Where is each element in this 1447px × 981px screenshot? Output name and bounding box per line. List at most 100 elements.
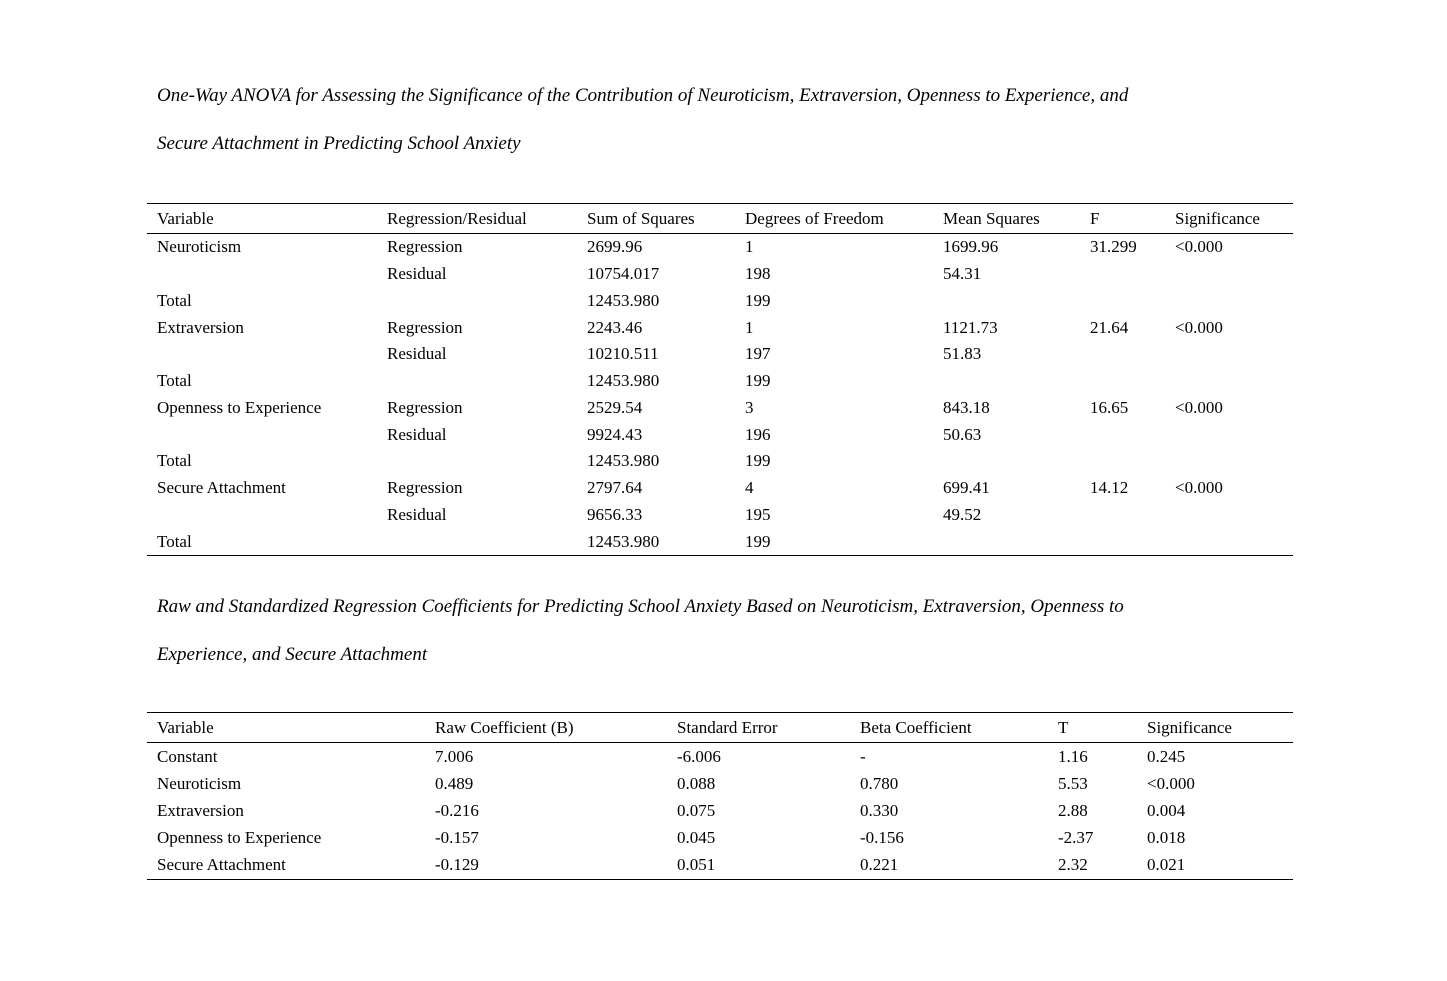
coefficients-table-title-line-2: Experience, and Secure Attachment xyxy=(157,644,428,665)
table-cell: 0.045 xyxy=(677,828,716,848)
table-row: Residual 9656.33 195 49.52 xyxy=(147,502,1293,529)
table-cell xyxy=(147,421,377,448)
table-cell xyxy=(1080,261,1165,288)
table-row: Extraversion Regression 2243.46 1 1121.73 21.… xyxy=(147,314,1293,341)
table-cell: 0.330 xyxy=(860,800,899,820)
table-cell: 199 xyxy=(745,531,771,551)
table-cell: -0.129 xyxy=(435,855,479,875)
table-cell: -0.156 xyxy=(860,828,904,848)
table-cell xyxy=(933,288,1080,315)
table-cell xyxy=(1165,368,1293,395)
table-row: Total 12453.980 199 xyxy=(147,368,1293,395)
table-row: Secure Attachment Regression 2797.64 4 699.4… xyxy=(147,475,1293,502)
table-cell xyxy=(1165,448,1293,475)
table-cell xyxy=(1080,528,1165,555)
table-cell: Residual xyxy=(387,504,447,524)
table-cell: 197 xyxy=(745,344,771,364)
table-cell xyxy=(147,261,377,288)
table-row: Extraversion -0.216 0.075 0.330 2.88 0.004 xyxy=(147,797,1293,824)
table-cell: 21.64 xyxy=(1090,317,1129,337)
table-cell: 1699.96 xyxy=(943,237,999,257)
table-cell: Residual xyxy=(387,264,447,284)
anova-table: Variable Regression/Residual Sum of Square… xyxy=(147,203,1293,556)
table-cell xyxy=(377,368,577,395)
table-row: Total 12453.980 199 xyxy=(147,288,1293,315)
table-cell: 9924.43 xyxy=(587,424,643,444)
table-cell: 7.006 xyxy=(435,746,474,766)
table-row: Residual 10754.017 198 54.31 xyxy=(147,261,1293,288)
table-cell: Extraversion xyxy=(157,317,244,337)
table-cell: <0.000 xyxy=(1175,237,1223,257)
table-cell: 2529.54 xyxy=(587,397,643,417)
column-header: Sum of Squares xyxy=(587,208,695,228)
table-cell xyxy=(933,368,1080,395)
table-cell xyxy=(1080,502,1165,529)
table-cell: Regression xyxy=(387,478,463,498)
table-cell: -0.157 xyxy=(435,828,479,848)
column-header: Variable xyxy=(157,717,214,737)
table-row: Openness to Experience -0.157 0.045 -0.156 -… xyxy=(147,825,1293,852)
column-header: Significance xyxy=(1175,208,1260,228)
table-cell: - xyxy=(860,746,866,766)
table-cell: 0.489 xyxy=(435,773,474,793)
table-row: Secure Attachment -0.129 0.051 0.221 2.32 0.0… xyxy=(147,852,1293,880)
table-cell: Constant xyxy=(157,746,218,766)
table-cell: -0.216 xyxy=(435,800,479,820)
table-cell: 0.245 xyxy=(1147,746,1186,766)
table-row: Neuroticism 0.489 0.088 0.780 5.53 <0.000 xyxy=(147,770,1293,797)
table-cell xyxy=(1080,421,1165,448)
column-header: Variable xyxy=(157,208,214,228)
table-cell: Total xyxy=(157,371,192,391)
table-cell xyxy=(147,341,377,368)
table-cell: 2797.64 xyxy=(587,478,643,498)
table-row: Openness to Experience Regression 2529.54 3… xyxy=(147,395,1293,422)
table-cell: 14.12 xyxy=(1090,478,1129,498)
table-cell: 10754.017 xyxy=(587,264,660,284)
table-cell xyxy=(377,528,577,555)
table-cell: 0.088 xyxy=(677,773,716,793)
table-cell: 1 xyxy=(745,317,754,337)
table-cell: 2.32 xyxy=(1058,855,1088,875)
table-cell: Neuroticism xyxy=(157,237,242,257)
table-cell: <0.000 xyxy=(1147,773,1195,793)
column-header: Degrees of Freedom xyxy=(745,208,884,228)
table-cell xyxy=(1080,341,1165,368)
table-cell: Residual xyxy=(387,424,447,444)
table-cell: 5.53 xyxy=(1058,773,1088,793)
anova-table-title: One-Way ANOVA for Assessing the Signific… xyxy=(157,72,1128,168)
coefficients-table-title: Raw and Standardized Regression Coeffici… xyxy=(157,583,1124,679)
column-header: T xyxy=(1058,717,1069,737)
table-header-row: Variable Regression/Residual Sum of Square… xyxy=(147,204,1293,234)
table-cell: 0.221 xyxy=(860,855,899,875)
column-header: Regression/Residual xyxy=(387,208,527,228)
table-cell: 16.65 xyxy=(1090,397,1129,417)
table-cell: 4 xyxy=(745,478,754,498)
table-row: Constant 7.006 -6.006 - 1.16 0.245 xyxy=(147,743,1293,771)
table-cell: Extraversion xyxy=(157,800,244,820)
table-row: Total 12453.980 199 xyxy=(147,528,1293,555)
table-cell: <0.000 xyxy=(1175,478,1223,498)
table-cell: 0.004 xyxy=(1147,800,1186,820)
table-cell: 54.31 xyxy=(943,264,982,284)
table-cell: 31.299 xyxy=(1090,237,1137,257)
table-cell xyxy=(377,288,577,315)
table-cell: Regression xyxy=(387,237,463,257)
table-cell xyxy=(1165,528,1293,555)
column-header: Standard Error xyxy=(677,717,778,737)
table-cell: Total xyxy=(157,531,192,551)
table-cell: Residual xyxy=(387,344,447,364)
table-cell: 0.018 xyxy=(1147,828,1186,848)
table-cell: <0.000 xyxy=(1175,397,1223,417)
table-cell xyxy=(147,502,377,529)
anova-table-title-line-1: One-Way ANOVA for Assessing the Signific… xyxy=(157,85,1129,106)
table-cell: 50.63 xyxy=(943,424,982,444)
table-cell xyxy=(1165,421,1293,448)
table-cell: 0.075 xyxy=(677,800,716,820)
table-cell: Neuroticism xyxy=(157,773,242,793)
table-cell: -6.006 xyxy=(677,746,721,766)
table-cell: 0.021 xyxy=(1147,855,1186,875)
table-cell: 195 xyxy=(745,504,771,524)
table-cell: Openness to Experience xyxy=(157,397,322,417)
table-cell: Total xyxy=(157,451,192,471)
